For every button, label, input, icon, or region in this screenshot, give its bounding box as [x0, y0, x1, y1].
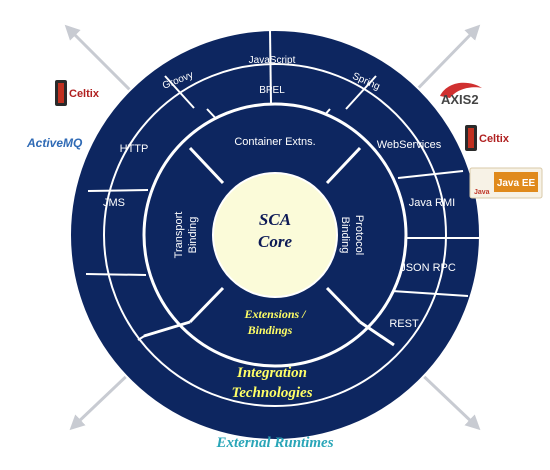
- javascript-label: JavaScript: [249, 55, 296, 66]
- svg-text:Transport: Transport: [173, 212, 185, 259]
- jms-label: JMS: [103, 197, 125, 209]
- svg-text:AXIS2: AXIS2: [441, 92, 479, 107]
- json-rpc-label: JSON RPC: [400, 262, 456, 274]
- protocol-binding-label: Protocol Binding: [339, 215, 365, 255]
- middle-dividers: [143, 146, 395, 347]
- svg-text:Protocol: Protocol: [353, 215, 365, 255]
- transport-binding-label: Transport Binding: [173, 212, 199, 259]
- svg-text:Binding: Binding: [187, 217, 199, 254]
- svg-text:Java: Java: [474, 189, 490, 196]
- external-runtimes-label: External Runtimes: [215, 435, 333, 451]
- axis2-logo: AXIS2: [440, 82, 482, 107]
- activemq-logo: ActiveMQ: [26, 136, 83, 150]
- svg-text:Celtix: Celtix: [69, 88, 100, 100]
- arc-ring: [103, 63, 447, 407]
- svg-text:Binding: Binding: [339, 217, 351, 254]
- svg-text:Java EE: Java EE: [497, 178, 536, 189]
- javaee-logo: Java Java EE: [469, 167, 543, 199]
- sca-core-circle: [212, 172, 338, 298]
- extensions-bindings-line2: Bindings: [247, 323, 293, 337]
- svg-text:ActiveMQ: ActiveMQ: [26, 136, 83, 150]
- core-title-line2: Core: [258, 232, 292, 251]
- webservices-label: WebServices: [377, 139, 442, 151]
- container-extns-label: Container Extns.: [234, 136, 315, 148]
- rest-label: REST: [389, 318, 419, 330]
- celtix-logo-left: Celtix: [55, 80, 100, 106]
- extensions-bindings-line1: Extensions /: [243, 307, 307, 321]
- integration-technologies-line2: Technologies: [231, 385, 312, 401]
- integration-technologies-line1: Integration: [236, 365, 307, 381]
- svg-text:Celtix: Celtix: [479, 133, 510, 145]
- core-title-line1: SCA: [259, 210, 291, 229]
- java-rmi-label: Java RMI: [409, 197, 455, 209]
- http-label: HTTP: [120, 143, 149, 155]
- celtix-logo-right: Celtix: [465, 125, 510, 151]
- bpel-label: BPEL: [259, 85, 285, 96]
